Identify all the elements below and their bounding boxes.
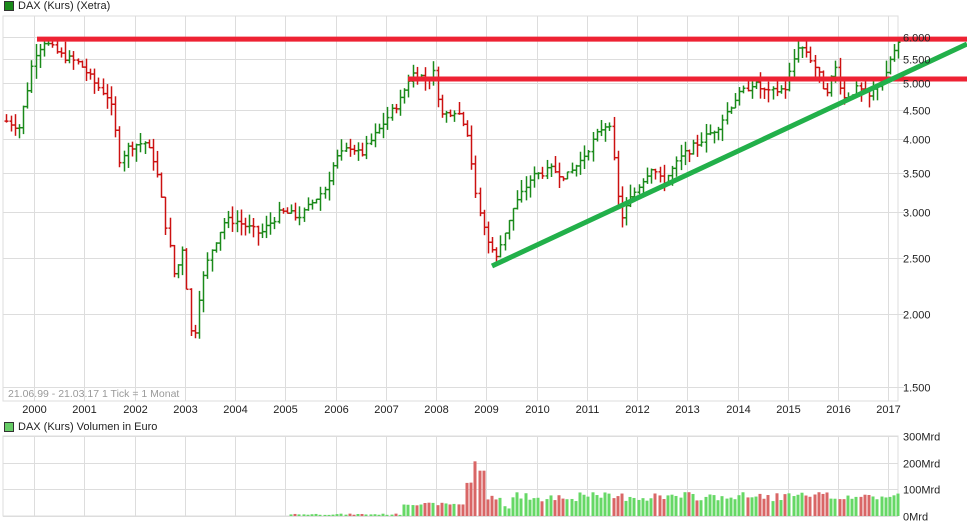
svg-text:2.000: 2.000: [903, 310, 931, 322]
svg-text:2013: 2013: [675, 404, 699, 416]
volume-legend-swatch: [4, 422, 14, 432]
svg-text:2002: 2002: [123, 404, 147, 416]
svg-text:2016: 2016: [826, 404, 850, 416]
svg-text:3.500: 3.500: [903, 169, 931, 181]
svg-text:2008: 2008: [424, 404, 448, 416]
svg-text:2011: 2011: [576, 404, 600, 416]
svg-text:2.500: 2.500: [903, 254, 931, 266]
price-legend-label: DAX (Kurs) (Xetra): [18, 0, 111, 12]
svg-text:6.000: 6.000: [903, 33, 931, 45]
price-legend: DAX (Kurs) (Xetra): [4, 0, 110, 12]
svg-text:2015: 2015: [776, 404, 800, 416]
svg-text:3.000: 3.000: [903, 208, 931, 220]
trend-annotations: [37, 36, 967, 269]
volume-legend-label: DAX (Kurs) Volumen in Euro: [18, 421, 158, 433]
price-ohlc-bars: [4, 37, 901, 339]
svg-text:5.500: 5.500: [903, 55, 931, 67]
svg-text:0Mrd: 0Mrd: [903, 512, 928, 524]
svg-text:2000: 2000: [22, 404, 46, 416]
svg-text:5.000: 5.000: [903, 79, 931, 91]
svg-text:2003: 2003: [173, 404, 197, 416]
svg-text:2001: 2001: [72, 404, 96, 416]
svg-text:2010: 2010: [525, 404, 549, 416]
svg-text:2012: 2012: [625, 404, 649, 416]
svg-text:200Mrd: 200Mrd: [903, 459, 940, 471]
svg-text:2005: 2005: [273, 404, 297, 416]
volume-bars: [289, 461, 900, 516]
svg-text:4.000: 4.000: [903, 135, 931, 147]
svg-text:100Mrd: 100Mrd: [903, 485, 940, 497]
svg-text:2004: 2004: [223, 404, 247, 416]
price-legend-swatch: [4, 1, 14, 11]
svg-text:4.500: 4.500: [903, 106, 931, 118]
svg-text:2007: 2007: [374, 404, 398, 416]
svg-text:300Mrd: 300Mrd: [903, 432, 940, 444]
svg-text:2009: 2009: [474, 404, 498, 416]
volume-legend: DAX (Kurs) Volumen in Euro: [4, 421, 157, 433]
date-range-text: 21.06.99 - 21.03.17 1 Tick = 1 Monat: [8, 388, 179, 400]
svg-text:1.500: 1.500: [903, 383, 931, 395]
svg-text:2017: 2017: [876, 404, 900, 416]
svg-text:2014: 2014: [726, 404, 750, 416]
axis-labels: 6.000 5.500 5.000 4.500 4.000 3.500 3.000 2.500…: [22, 33, 940, 524]
svg-text:2006: 2006: [324, 404, 348, 416]
